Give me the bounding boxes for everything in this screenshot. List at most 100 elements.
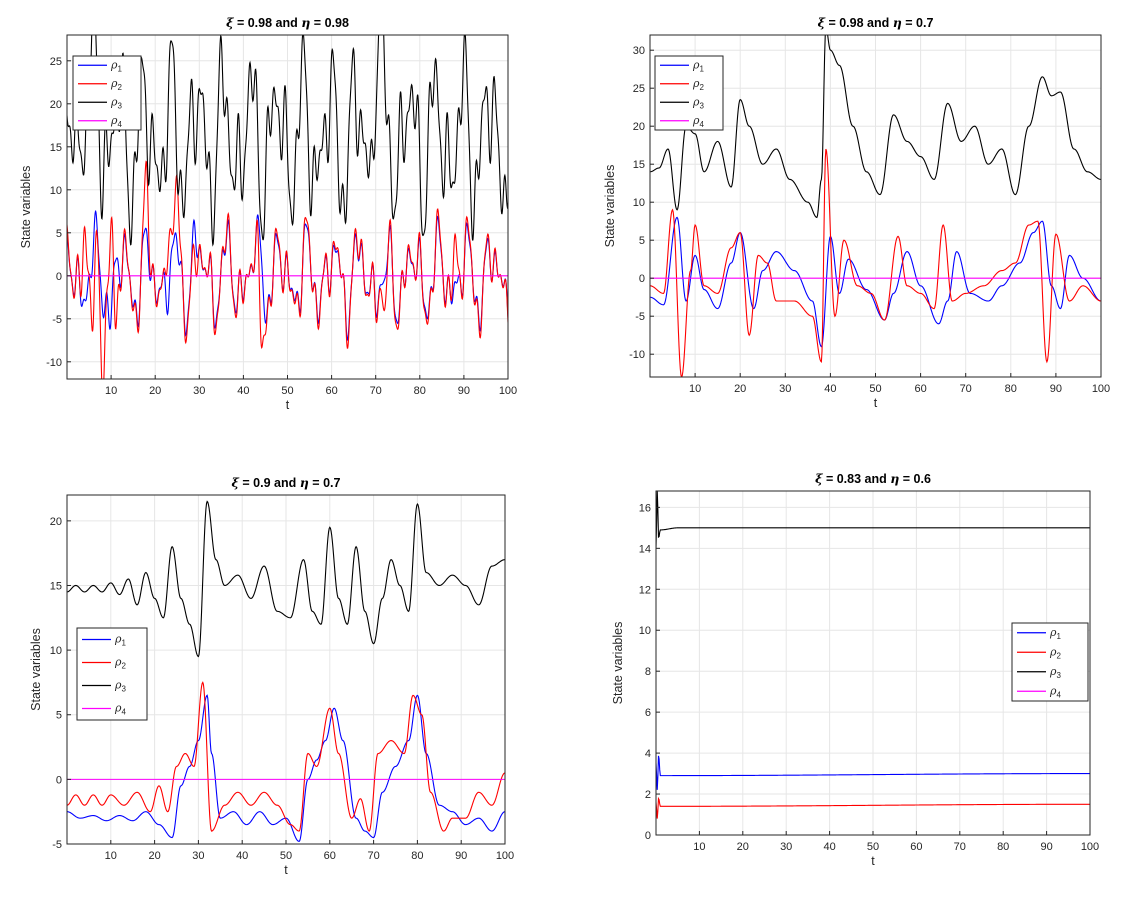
y-tick-label: 15 <box>50 580 62 592</box>
x-tick-label: 80 <box>411 850 423 862</box>
y-tick-label: 10 <box>633 197 645 209</box>
x-tick-label: 40 <box>824 383 836 395</box>
x-tick-label: 50 <box>867 841 879 853</box>
series-line-rho1 <box>650 216 1101 348</box>
y-tick-label: 25 <box>50 56 62 68</box>
legend-label: ρ4 <box>1049 684 1061 699</box>
x-tick-label: 20 <box>734 383 746 395</box>
x-tick-label: 30 <box>192 850 204 862</box>
y-tick-label: 5 <box>56 228 62 240</box>
legend-label: ρ1 <box>110 58 122 73</box>
y-tick-label: 0 <box>56 271 62 283</box>
legend-label: ρ3 <box>110 95 122 110</box>
x-tick-label: 50 <box>281 385 293 397</box>
y-tick-label: 25 <box>633 83 645 95</box>
x-axis-label: t <box>874 396 878 410</box>
x-tick-label: 10 <box>693 841 705 853</box>
legend-label: ρ2 <box>114 656 126 671</box>
legend-box <box>1011 622 1089 702</box>
x-tick-label: 70 <box>370 385 382 397</box>
series-line-rho3 <box>650 35 1101 219</box>
legend-label: ρ3 <box>692 95 704 110</box>
y-tick-label: 20 <box>50 516 62 528</box>
legend-label: ρ4 <box>692 114 704 129</box>
series-line-rho3 <box>656 491 1090 549</box>
y-tick-label: 20 <box>50 99 62 111</box>
legend-label: ρ1 <box>692 58 704 73</box>
x-tick-label: 10 <box>689 383 701 395</box>
x-tick-label: 60 <box>325 385 337 397</box>
legend: ρ1 ρ2 ρ3 ρ4 <box>1011 622 1089 702</box>
y-tick-label: -5 <box>52 839 62 851</box>
x-tick-label: 90 <box>455 850 467 862</box>
x-tick-label: 80 <box>1005 383 1017 395</box>
y-tick-label: 2 <box>645 789 651 801</box>
x-tick-label: 70 <box>367 850 379 862</box>
y-tick-label: 0 <box>56 774 62 786</box>
x-tick-label: 100 <box>1092 383 1110 395</box>
x-tick-label: 60 <box>910 841 922 853</box>
y-tick-label: 5 <box>56 710 62 722</box>
legend-box <box>654 55 724 131</box>
x-tick-label: 100 <box>499 385 517 397</box>
x-tick-label: 70 <box>954 841 966 853</box>
x-axis-label: t <box>286 398 290 412</box>
y-tick-label: 10 <box>639 625 651 637</box>
chart-title: ξ = 0.98 and η = 0.7 <box>818 15 934 30</box>
chart-panel-3: 10 20 30 40 50 60 70 80 90 100 -5 0 5 10 15 20 t State va… <box>29 475 514 877</box>
x-tick-label: 90 <box>458 385 470 397</box>
y-tick-label: -5 <box>635 311 645 323</box>
x-tick-label: 60 <box>324 850 336 862</box>
legend-label: ρ2 <box>1049 645 1061 660</box>
x-tick-label: 50 <box>280 850 292 862</box>
series-line-rho1 <box>67 694 505 843</box>
x-tick-label: 80 <box>414 385 426 397</box>
legend-label: ρ4 <box>114 702 126 717</box>
chart-panel-4: 10 20 30 40 50 60 70 80 90 100 0 2 4 6 8 10 12 14 16 t State… <box>611 471 1099 868</box>
x-tick-label: 70 <box>960 383 972 395</box>
legend-box <box>72 55 142 131</box>
series-line-rho3 <box>67 500 505 658</box>
y-tick-label: 0 <box>639 273 645 285</box>
y-tick-label: 6 <box>645 707 651 719</box>
legend-label: ρ1 <box>114 633 126 648</box>
x-tick-label: 100 <box>496 850 514 862</box>
y-axis-label: State variables <box>19 166 33 249</box>
x-tick-label: 90 <box>1050 383 1062 395</box>
x-tick-label: 80 <box>997 841 1009 853</box>
x-tick-label: 30 <box>193 385 205 397</box>
y-tick-label: 0 <box>645 830 651 842</box>
y-tick-label: -10 <box>46 357 62 369</box>
y-tick-label: 10 <box>50 645 62 657</box>
chart-panel-2: 10 20 30 40 50 60 70 80 90 100 -10 -5 0 5 10 15 20 25 30 t S… <box>603 15 1110 410</box>
x-tick-label: 20 <box>737 841 749 853</box>
x-axis-label: t <box>284 863 288 877</box>
x-tick-label: 20 <box>149 385 161 397</box>
legend: ρ1 ρ2 ρ3 ρ4 <box>654 55 724 131</box>
x-tick-label: 50 <box>869 383 881 395</box>
x-axis-label: t <box>871 854 875 868</box>
chart-title: ξ = 0.98 and η = 0.98 <box>226 15 349 30</box>
legend-label: ρ2 <box>110 77 122 92</box>
x-tick-label: 60 <box>914 383 926 395</box>
y-tick-label: 20 <box>633 121 645 133</box>
x-tick-label: 20 <box>148 850 160 862</box>
y-tick-label: 15 <box>50 142 62 154</box>
y-tick-label: 5 <box>639 235 645 247</box>
x-tick-label: 40 <box>237 385 249 397</box>
y-tick-label: 8 <box>645 666 651 678</box>
x-tick-label: 30 <box>779 383 791 395</box>
legend: ρ1 ρ2 ρ3 ρ4 <box>76 627 148 721</box>
series-line-rho1 <box>656 755 1090 790</box>
legend-label: ρ1 <box>1049 626 1061 641</box>
legend-box <box>76 627 148 721</box>
y-axis-label: State variables <box>611 622 625 705</box>
series-line-rho2 <box>650 148 1101 377</box>
legend-label: ρ2 <box>692 77 704 92</box>
y-tick-label: -10 <box>629 349 645 361</box>
x-tick-label: 40 <box>823 841 835 853</box>
y-tick-label: 15 <box>633 159 645 171</box>
legend-label: ρ3 <box>1049 665 1061 680</box>
legend-label: ρ4 <box>110 114 122 129</box>
